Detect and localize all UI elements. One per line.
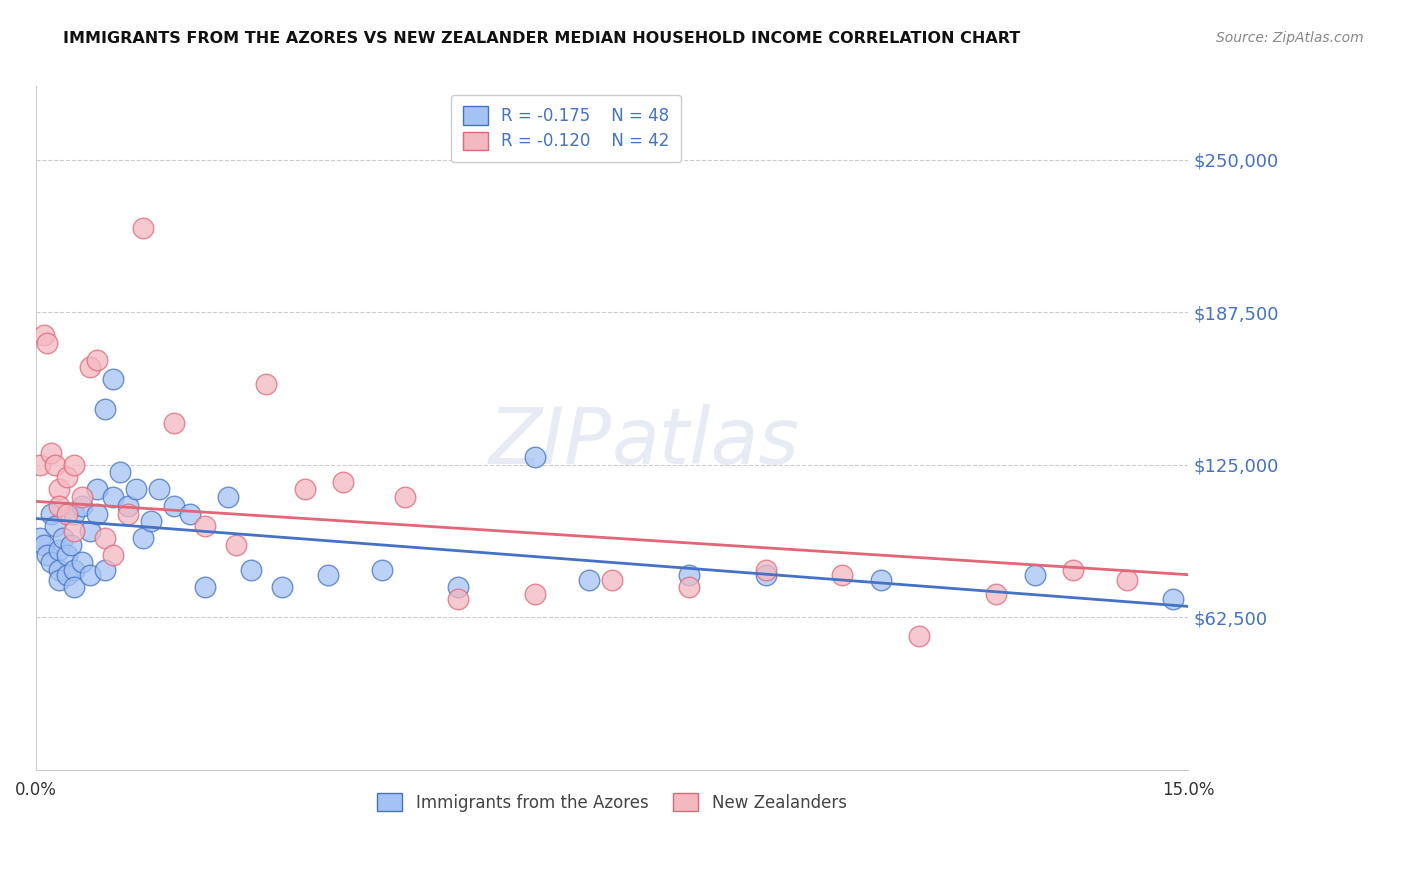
Point xyxy=(32,538,55,552)
Point xyxy=(270,580,292,594)
Point xyxy=(86,352,108,367)
Point xyxy=(39,507,62,521)
Point xyxy=(524,587,547,601)
Point xyxy=(48,573,70,587)
Point xyxy=(1161,592,1184,607)
Point xyxy=(28,531,51,545)
Point xyxy=(55,548,77,562)
Point xyxy=(101,490,124,504)
Point xyxy=(79,360,101,375)
Point xyxy=(70,500,93,514)
Point xyxy=(63,458,86,472)
Point xyxy=(48,500,70,514)
Point xyxy=(59,538,82,552)
Point xyxy=(1024,567,1046,582)
Text: IMMIGRANTS FROM THE AZORES VS NEW ZEALANDER MEDIAN HOUSEHOLD INCOME CORRELATION : IMMIGRANTS FROM THE AZORES VS NEW ZEALAN… xyxy=(63,31,1021,46)
Point xyxy=(63,524,86,538)
Point xyxy=(101,548,124,562)
Point xyxy=(44,458,66,472)
Legend: Immigrants from the Azores, New Zealanders: Immigrants from the Azores, New Zealande… xyxy=(366,781,859,823)
Point xyxy=(37,335,59,350)
Point xyxy=(79,524,101,538)
Point xyxy=(678,567,700,582)
Point xyxy=(117,500,139,514)
Point xyxy=(44,519,66,533)
Point xyxy=(578,573,600,587)
Point xyxy=(48,482,70,496)
Point xyxy=(55,507,77,521)
Point xyxy=(63,563,86,577)
Point xyxy=(831,567,853,582)
Point xyxy=(28,458,51,472)
Point xyxy=(194,580,217,594)
Point xyxy=(524,450,547,465)
Point xyxy=(240,563,263,577)
Point xyxy=(70,556,93,570)
Point xyxy=(125,482,148,496)
Point xyxy=(394,490,416,504)
Point xyxy=(117,507,139,521)
Point xyxy=(94,563,117,577)
Point xyxy=(39,445,62,459)
Point xyxy=(55,470,77,484)
Point xyxy=(163,417,186,431)
Point xyxy=(447,580,470,594)
Point xyxy=(370,563,392,577)
Point xyxy=(984,587,1007,601)
Point xyxy=(110,465,132,479)
Point xyxy=(132,221,155,235)
Point xyxy=(55,567,77,582)
Point xyxy=(63,507,86,521)
Point xyxy=(870,573,893,587)
Point xyxy=(70,490,93,504)
Text: Source: ZipAtlas.com: Source: ZipAtlas.com xyxy=(1216,31,1364,45)
Point xyxy=(194,519,217,533)
Point xyxy=(908,629,931,643)
Point xyxy=(254,377,277,392)
Point xyxy=(86,482,108,496)
Point xyxy=(32,328,55,343)
Point xyxy=(148,482,170,496)
Point xyxy=(163,500,186,514)
Point xyxy=(63,580,86,594)
Point xyxy=(37,548,59,562)
Point xyxy=(678,580,700,594)
Text: atlas: atlas xyxy=(612,404,800,480)
Point xyxy=(94,531,117,545)
Point xyxy=(316,567,339,582)
Point xyxy=(52,531,75,545)
Point xyxy=(101,372,124,386)
Point xyxy=(179,507,201,521)
Point xyxy=(447,592,470,607)
Point xyxy=(94,401,117,416)
Point xyxy=(225,538,247,552)
Point xyxy=(755,563,778,577)
Point xyxy=(79,567,101,582)
Point xyxy=(755,567,778,582)
Point xyxy=(132,531,155,545)
Point xyxy=(48,563,70,577)
Point xyxy=(39,556,62,570)
Text: ZIP: ZIP xyxy=(489,404,612,480)
Point xyxy=(1062,563,1084,577)
Point xyxy=(600,573,623,587)
Point xyxy=(332,475,354,489)
Point xyxy=(86,507,108,521)
Point xyxy=(141,514,163,528)
Point xyxy=(217,490,239,504)
Point xyxy=(48,543,70,558)
Point xyxy=(294,482,316,496)
Point xyxy=(1115,573,1137,587)
